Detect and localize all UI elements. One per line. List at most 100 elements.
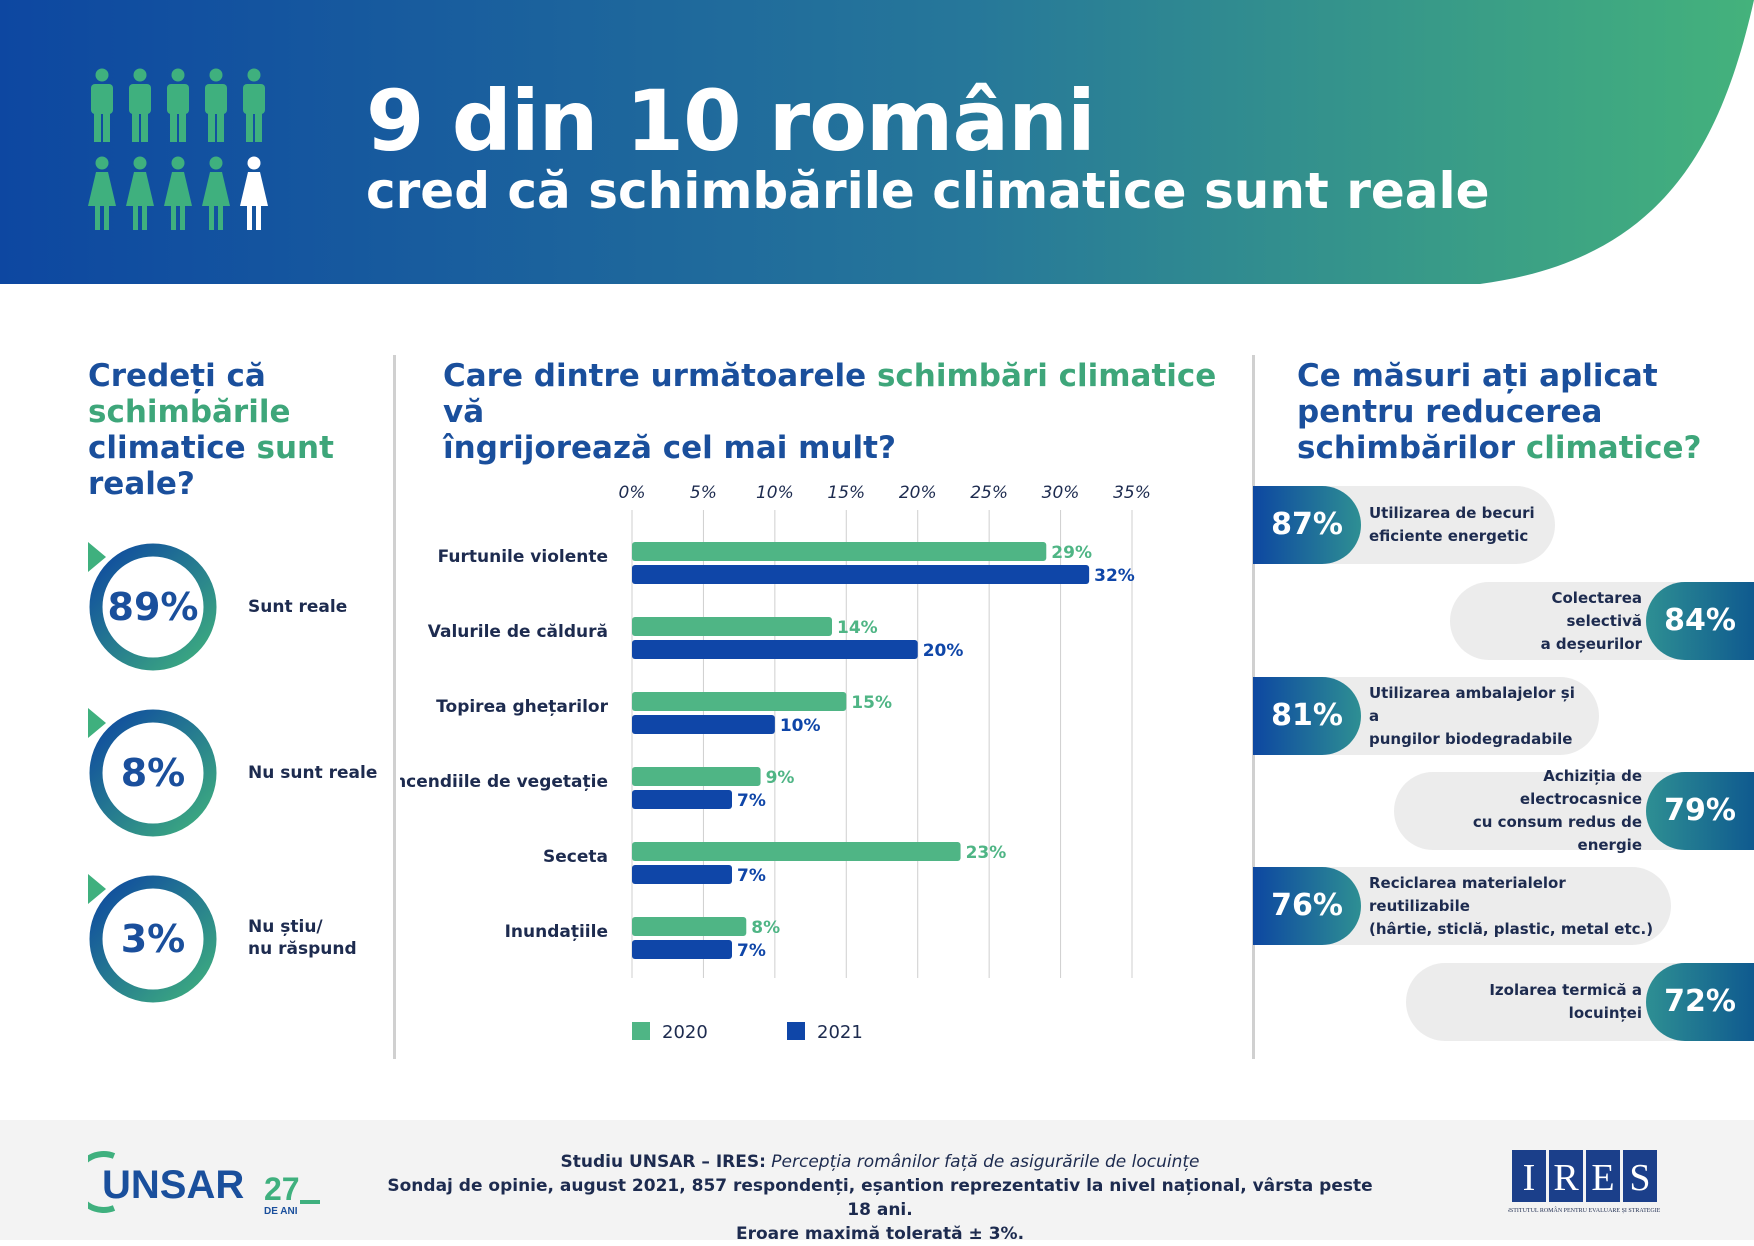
- ires-subtitle: INSTITUTUL ROMÂN PENTRU EVALUARE ȘI STRA…: [1508, 1206, 1660, 1214]
- measure-percent: 76%: [1253, 867, 1361, 945]
- arrow-right-icon: [88, 708, 106, 738]
- measure-percent: 72%: [1646, 963, 1754, 1041]
- measure-label: Utilizarea ambalajelor și a pungilor biod…: [1369, 683, 1575, 748]
- measure-label: Achiziția de electrocasnice cu consum red…: [1472, 767, 1642, 854]
- man-icon: [129, 68, 151, 142]
- ring-icon: [89, 875, 217, 1003]
- left-question: Credeți că schimbările climatice sunt re…: [88, 358, 388, 502]
- unsar-years: 27: [264, 1171, 300, 1207]
- x-tick-label: 25%: [970, 483, 1008, 503]
- answer-dont-know: 3% Nu știu/ nu răspund: [88, 874, 408, 1004]
- left-question-text: sunt: [256, 430, 334, 466]
- left-question-text: schimbările: [88, 394, 291, 430]
- data-label: 7%: [737, 866, 766, 886]
- study-subtitle: Percepția românilor față de asigurările …: [771, 1152, 1200, 1172]
- data-label: 23%: [966, 843, 1007, 863]
- ring-icon: [89, 543, 217, 671]
- study-info: Studiu UNSAR – IRES: Percepția românilor…: [380, 1150, 1380, 1246]
- ires-letter: R: [1553, 1157, 1579, 1199]
- ires-letter-box: [1586, 1150, 1620, 1202]
- unsar-years-sub: DE ANI: [264, 1206, 298, 1217]
- category-label: Furtunile violente: [438, 547, 608, 567]
- center-question-text: schimbări climatice: [876, 358, 1217, 394]
- ires-letter-box: [1623, 1150, 1657, 1202]
- answer-value: 8%: [120, 751, 186, 795]
- woman-icon: [126, 156, 154, 230]
- legend-label: 2020: [662, 1022, 708, 1043]
- answer-label: Nu știu/ nu răspund: [248, 916, 357, 960]
- category-label: Incendiile de vegetație: [400, 772, 608, 792]
- people-icon-grid: [88, 68, 288, 233]
- center-question: Care dintre următoarele schimbări climat…: [443, 358, 1223, 466]
- center-question-text: vă: [443, 394, 485, 430]
- column-divider: [393, 355, 396, 1059]
- man-icon: [167, 68, 189, 142]
- ires-letter: E: [1591, 1157, 1614, 1199]
- footer: [0, 1120, 1754, 1240]
- answer-not-real: 8% Nu sunt reale: [88, 708, 408, 838]
- legend-label: 2021: [817, 1022, 863, 1043]
- right-question-text: climatice?: [1525, 430, 1702, 466]
- bar-2020: [632, 542, 1047, 561]
- bar-2021: [632, 640, 918, 659]
- category-label: Topirea ghețarilor: [436, 697, 608, 717]
- study-details: Sondaj de opinie, august 2021, 857 respo…: [387, 1176, 1373, 1220]
- measure-label: Utilizarea de becuri eficiente energetic: [1369, 504, 1535, 545]
- data-label: 7%: [737, 791, 766, 811]
- measure-label: Izolarea termică a locuinței: [1489, 981, 1642, 1022]
- left-question-text: climatice: [88, 430, 246, 466]
- ring-icon: [89, 709, 217, 837]
- bar-2021: [632, 715, 775, 734]
- right-question-text: pentru reducerea: [1297, 394, 1603, 430]
- bar-2020: [632, 842, 961, 861]
- data-label: 7%: [737, 941, 766, 961]
- measure-label: Reciclarea materialelor reutilizabile (hâ…: [1369, 873, 1654, 938]
- center-question-text: îngrijorează cel mai mult?: [443, 430, 896, 466]
- answer-label-line: nu răspund: [248, 939, 357, 959]
- man-icon: [205, 68, 227, 142]
- measure-label: Colectarea selectivă a deșeurilor: [1540, 588, 1642, 653]
- bar-chart: 0% 5% 10% 15% 20% 25% 30% 35% Furtunile violente…: [388, 470, 1200, 1050]
- measure-item: 79% Achiziția de electrocasnice cu consum …: [1394, 767, 1754, 854]
- unsar-logo-text: UNSAR: [102, 1163, 244, 1207]
- answer-label-line: Nu știu/: [248, 917, 323, 937]
- ires-letter: S: [1629, 1157, 1650, 1199]
- bar-2021: [632, 565, 1090, 584]
- category-label: Seceta: [543, 847, 608, 867]
- arrow-right-icon: [88, 874, 106, 904]
- data-label: 15%: [851, 693, 892, 713]
- bar-2021: [632, 865, 732, 884]
- measure-percent: 81%: [1253, 677, 1361, 755]
- ires-letter-box: [1512, 1150, 1546, 1202]
- data-label: 10%: [780, 716, 821, 736]
- bar-2021: [632, 790, 732, 809]
- data-label: 29%: [1051, 543, 1092, 563]
- header-banner: 9 din 10 români cred că schimbările clim…: [0, 0, 1754, 284]
- x-tick-label: 30%: [1042, 483, 1080, 503]
- answer-value: 3%: [120, 917, 186, 961]
- main-subtitle: cred că schimbările climatice sunt reale: [366, 162, 1490, 220]
- ires-letter-box: [1549, 1150, 1583, 1202]
- data-label: 8%: [751, 918, 780, 938]
- unsar-logo: UNSAR 27 DE ANI: [72, 1148, 328, 1222]
- legend-swatch: [632, 1022, 650, 1040]
- woman-icon: [88, 156, 116, 230]
- answer-label: Nu sunt reale: [248, 763, 378, 783]
- man-icon: [91, 68, 113, 142]
- x-tick-label: 20%: [899, 483, 937, 503]
- x-tick-label: 5%: [690, 483, 717, 503]
- study-error: Eroare maximă tolerată ± 3%.: [735, 1224, 1025, 1244]
- right-question-text: Ce măsuri ați aplicat: [1297, 358, 1658, 394]
- right-question-text: schimbărilor: [1297, 430, 1516, 466]
- x-tick-label: 10%: [756, 483, 794, 503]
- measure-percent: 84%: [1646, 582, 1754, 660]
- man-icon: [243, 68, 265, 142]
- study-title: Studiu UNSAR – IRES:: [560, 1152, 766, 1172]
- ires-letter: I: [1523, 1157, 1536, 1199]
- measure-percent: 87%: [1253, 486, 1361, 564]
- answer-label: Sunt reale: [248, 597, 348, 617]
- bar-2021: [632, 940, 732, 959]
- data-label: 9%: [766, 768, 795, 788]
- arrow-right-icon: [88, 542, 106, 572]
- left-question-text: reale?: [88, 466, 195, 502]
